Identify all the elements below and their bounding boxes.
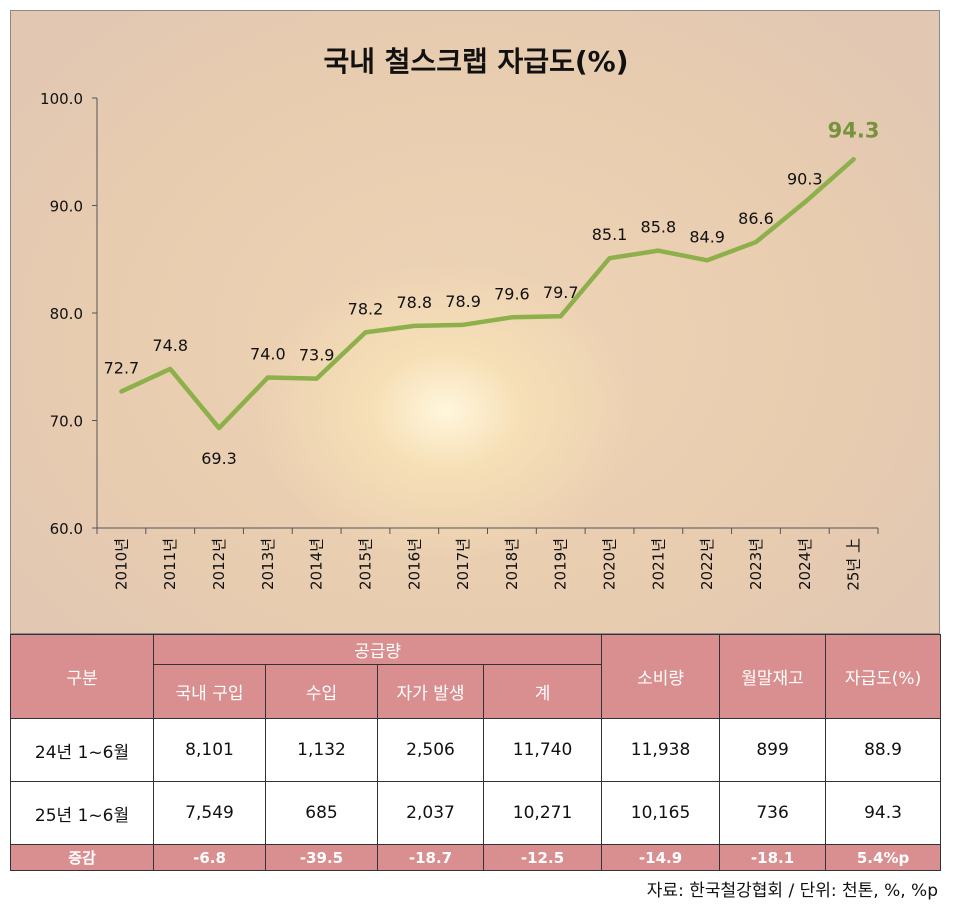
data-label: 78.9: [445, 292, 481, 311]
cell-inventory: 736: [719, 781, 827, 845]
header-ratio: 자급도(%): [825, 634, 942, 719]
table-row: 24년 1~6월 8,101 1,132 2,506 11,740 11,938…: [10, 718, 942, 782]
cell-consumption: 11,938: [601, 718, 721, 782]
x-tick-label: 2014년: [308, 538, 326, 590]
data-label: 73.9: [299, 346, 335, 365]
x-tick-label: 2012년: [210, 538, 228, 590]
source-note: 자료: 한국철강협회 / 단위: 천톤, %, %p: [646, 881, 938, 901]
chart-panel: 국내 철스크랩 자급도(%) 60.0 70.0 80.0 90.0 100.0 201…: [10, 10, 940, 634]
data-label: 78.8: [396, 293, 432, 312]
header-category: 구분: [10, 634, 154, 719]
data-label: 85.1: [592, 225, 628, 244]
cell-ratio: 94.3: [825, 781, 942, 845]
cell-total: 10,271: [482, 781, 603, 845]
table-row-change: 증감 -6.8 -39.5 -18.7 -12.5 -14.9 -18.1 5.…: [10, 844, 942, 871]
x-tick-label: 2010년: [112, 538, 130, 590]
supply-table: 구분 공급량 소비량 월말재고 자급도(%) 국내 구입 수입 자가 발생 계 …: [10, 634, 942, 871]
header-self: 자가 발생: [377, 664, 484, 719]
data-label: 84.9: [689, 227, 725, 246]
cell-inventory: 899: [719, 718, 827, 782]
x-axis-tick-labels: 2010년 2011년 2012년 2013년 2014년 2015년 2016년 2017년…: [112, 538, 862, 591]
header-consumption: 소비량: [601, 634, 721, 719]
data-label: 72.7: [104, 358, 140, 377]
x-tick-label: 2020년: [601, 538, 619, 590]
x-tick-label: 2018년: [503, 538, 521, 590]
axes: [92, 97, 879, 534]
data-label: 85.8: [641, 218, 677, 237]
x-tick-label: 2021년: [649, 538, 667, 590]
data-labels: 72.7 74.8 69.3 74.0 73.9 78.2 78.8 78.9 79.6 79.7…: [104, 118, 880, 468]
change-ratio: 5.4%p: [825, 844, 942, 871]
row-label: 24년 1~6월: [10, 718, 154, 782]
line-chart: 국내 철스크랩 자급도(%) 60.0 70.0 80.0 90.0 100.0 201…: [40, 45, 880, 591]
x-tick-label: 25년 上: [845, 538, 863, 591]
series-line-path: [119, 157, 856, 431]
change-label: 증감: [10, 844, 154, 871]
y-tick-label: 80.0: [50, 305, 83, 323]
header-supply-group: 공급량: [152, 634, 603, 665]
cell-self: 2,506: [377, 718, 484, 782]
x-tick-label: 2024년: [796, 538, 814, 590]
cell-ratio: 88.9: [825, 718, 942, 782]
change-domestic: -6.8: [153, 844, 266, 871]
data-label: 78.2: [348, 299, 384, 318]
data-label: 74.8: [152, 336, 188, 355]
cell-domestic: 7,549: [153, 781, 266, 845]
y-tick-label: 60.0: [50, 520, 83, 538]
series-line: [119, 157, 856, 431]
cell-consumption: 10,165: [601, 781, 721, 845]
data-label: 79.7: [543, 283, 579, 302]
x-tick-label: 2011년: [161, 538, 179, 590]
data-label: 90.3: [787, 169, 823, 188]
change-inventory: -18.1: [719, 844, 827, 871]
row-label: 25년 1~6월: [10, 781, 154, 845]
cell-self: 2,037: [377, 781, 484, 845]
cell-total: 11,740: [482, 718, 603, 782]
header-import: 수입: [265, 664, 378, 719]
x-tick-label: 2019년: [552, 538, 570, 590]
x-tick-label: 2017년: [454, 538, 472, 590]
data-label: 94.3: [828, 118, 880, 142]
change-import: -39.5: [265, 844, 378, 871]
change-consumption: -14.9: [601, 844, 721, 871]
y-tick-label: 100.0: [40, 90, 83, 108]
data-label: 79.6: [494, 284, 530, 303]
y-tick-label: 90.0: [50, 198, 83, 216]
x-tick-label: 2013년: [259, 538, 277, 590]
data-label: 86.6: [738, 209, 774, 228]
cell-domestic: 8,101: [153, 718, 266, 782]
data-label: 69.3: [201, 449, 237, 468]
x-tick-label: 2015년: [356, 538, 374, 590]
chart-title: 국내 철스크랩 자급도(%): [324, 45, 629, 78]
data-label: 74.0: [250, 345, 286, 364]
table-row: 25년 1~6월 7,549 685 2,037 10,271 10,165 7…: [10, 781, 942, 845]
cell-import: 685: [265, 781, 378, 845]
y-tick-label: 70.0: [50, 413, 83, 431]
header-total: 계: [482, 664, 603, 719]
x-tick-label: 2022년: [698, 538, 716, 590]
change-self: -18.7: [377, 844, 484, 871]
y-axis-tick-labels: 60.0 70.0 80.0 90.0 100.0: [40, 90, 83, 538]
x-tick-label: 2023년: [747, 538, 765, 590]
x-tick-label: 2016년: [405, 538, 423, 590]
cell-import: 1,132: [265, 718, 378, 782]
header-domestic: 국내 구입: [153, 664, 266, 719]
header-inventory: 월말재고: [719, 634, 827, 719]
change-total: -12.5: [482, 844, 603, 871]
